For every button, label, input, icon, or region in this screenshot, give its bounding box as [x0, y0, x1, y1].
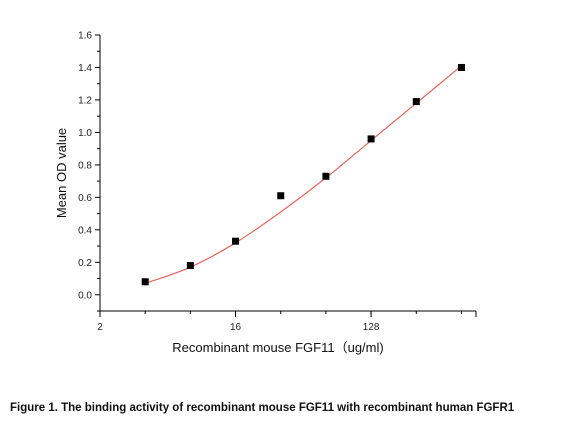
figure-caption: Figure 1. The binding activity of recomb…	[10, 402, 515, 414]
data-point	[322, 172, 330, 180]
data-points	[141, 63, 465, 286]
y-tick-label: 1.0	[78, 128, 92, 139]
data-point	[232, 237, 240, 245]
data-point	[141, 278, 149, 286]
data-point	[367, 135, 375, 143]
y-axis-label: Mean OD value	[54, 128, 69, 218]
y-tick-label: 0.8	[78, 160, 92, 171]
x-tick-label: 16	[230, 322, 242, 333]
y-tick-label: 1.6	[78, 31, 92, 42]
y-tick-label: 0.0	[78, 290, 92, 301]
y-tick-label: 0.6	[78, 193, 92, 204]
y-tick-label: 1.2	[78, 95, 92, 106]
data-point	[186, 262, 194, 270]
fit-curve-group	[144, 65, 462, 284]
data-point	[412, 98, 420, 106]
data-point	[277, 192, 285, 200]
x-tick-label: 2	[97, 322, 103, 333]
axes: 0.0 0.2 0.4 0.6 0.8 1.0 1.2 1.4 1.6 2 16 128	[78, 31, 477, 333]
chart-area: 0.0 0.2 0.4 0.6 0.8 1.0 1.2 1.4 1.6 2 16 128 Recomb…	[54, 31, 477, 355]
y-tick-label: 0.4	[78, 225, 92, 236]
y-tick-label: 0.2	[78, 258, 92, 269]
x-axis-label: Recombinant mouse FGF11（ug/ml)	[172, 340, 383, 355]
fit-curve	[144, 65, 462, 284]
data-point	[457, 63, 465, 71]
y-tick-label: 1.4	[78, 63, 92, 74]
x-tick-label: 128	[363, 322, 380, 333]
